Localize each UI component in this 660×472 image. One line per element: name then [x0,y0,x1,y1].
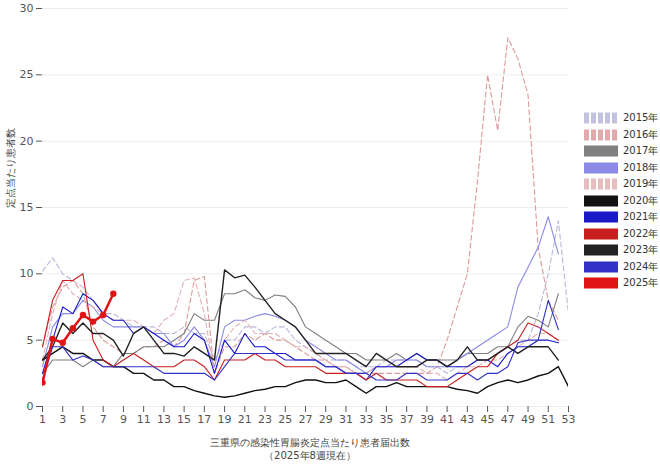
svg-text:3: 3 [59,413,66,426]
html-text:2015年: 2015年 [623,112,659,124]
svg-text:10: 10 [20,267,34,280]
svg-text:0: 0 [27,400,34,413]
svg-text:41: 41 [440,413,454,426]
html-text:2020年: 2020年 [623,194,659,206]
svg-text:27: 27 [299,413,313,426]
html-text:三重県の感染性胃腸炎定点当たり患者届出数: 三重県の感染性胃腸炎定点当たり患者届出数 [210,437,410,448]
svg-text:19: 19 [218,413,232,426]
svg-text:51: 51 [541,413,555,426]
html-text:2025年: 2025年 [623,277,659,289]
svg-text:15: 15 [177,413,191,426]
svg-text:15: 15 [20,201,34,214]
svg-text:20: 20 [20,135,34,148]
svg-text:5: 5 [79,413,86,426]
svg-text:7: 7 [100,413,107,426]
svg-text:25: 25 [20,68,34,81]
svg-text:33: 33 [359,413,373,426]
svg-text:11: 11 [137,413,151,426]
svg-text:9: 9 [120,413,127,426]
html-text:2021年: 2021年 [623,211,659,223]
svg-text:39: 39 [420,413,434,426]
svg-text:17: 17 [197,413,211,426]
svg-text:35: 35 [379,413,393,426]
html-text:2023年: 2023年 [623,244,659,256]
html-text:2017年: 2017年 [623,145,659,157]
svg-text:30: 30 [20,2,34,15]
html-text:2016年: 2016年 [623,128,659,140]
html-text:2024年: 2024年 [623,260,659,272]
html-text:（2025年8週現在）: （2025年8週現在） [264,450,356,461]
svg-text:53: 53 [562,413,576,426]
svg-text:29: 29 [319,413,333,426]
svg-text:21: 21 [238,413,252,426]
svg-text:47: 47 [501,413,515,426]
svg-text:31: 31 [339,413,353,426]
svg-text:25: 25 [278,413,292,426]
svg-text:43: 43 [460,413,474,426]
html-text:2018年: 2018年 [623,161,659,173]
html-text:2022年: 2022年 [623,227,659,239]
svg-text:23: 23 [258,413,272,426]
svg-text:1: 1 [39,413,46,426]
svg-text:49: 49 [521,413,535,426]
html-text:2019年: 2019年 [623,178,659,190]
svg-text:定点当たり患者数: 定点当たり患者数 [5,128,16,208]
svg-text:13: 13 [157,413,171,426]
svg-text:45: 45 [481,413,495,426]
svg-text:37: 37 [400,413,414,426]
svg-text:5: 5 [27,334,34,347]
